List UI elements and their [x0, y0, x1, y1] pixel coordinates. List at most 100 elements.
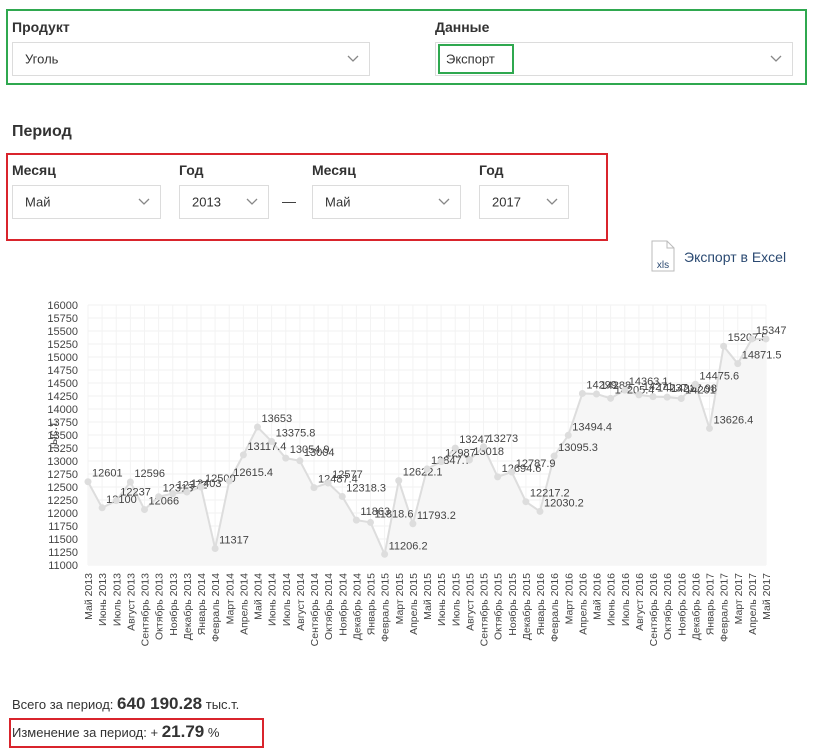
x-tick-label: Август 2014 — [295, 573, 307, 631]
from-month-value: Май — [25, 194, 51, 210]
product-select-value: Уголь — [25, 51, 59, 67]
y-tick-label: 14750 — [47, 365, 78, 377]
x-tick-label: Июль 2015 — [450, 573, 462, 626]
data-label: 14271 — [643, 381, 674, 393]
data-point — [141, 506, 148, 514]
x-tick-label: Июль 2013 — [111, 573, 123, 626]
change-value: 21.79 — [161, 722, 205, 741]
to-year-value: 2017 — [492, 194, 521, 210]
data-point — [324, 479, 332, 487]
data-point — [465, 456, 473, 464]
change-prefix: Изменение за период: + — [12, 725, 159, 740]
x-tick-label: Август 2016 — [634, 573, 646, 631]
total-summary: Всего за период: 640 190.28 тыс.т. — [12, 694, 239, 714]
y-tick-label: 13250 — [47, 443, 78, 455]
data-point — [98, 504, 106, 512]
data-label: 14475.6 — [699, 370, 739, 382]
data-label: 15347 — [756, 325, 787, 337]
to-month-value: Май — [325, 194, 351, 210]
y-tick-label: 15500 — [47, 326, 78, 338]
x-tick-label: Сентябрь 2016 — [648, 573, 660, 646]
export-excel-link[interactable]: xls Экспорт в Excel — [650, 240, 800, 276]
data-point — [169, 490, 177, 498]
data-label: 12066 — [149, 496, 180, 508]
data-label: 12596 — [134, 468, 165, 480]
x-tick-label: Апрель 2014 — [238, 573, 250, 635]
export-excel-label: Экспорт в Excel — [684, 249, 787, 265]
data-point — [381, 550, 389, 558]
x-tick-label: Май 2014 — [253, 573, 265, 620]
product-data-filter-frame — [6, 9, 807, 85]
data-label: 12577 — [332, 469, 363, 481]
data-label: 14363.1 — [629, 376, 669, 388]
x-tick-label: Февраль 2017 — [719, 573, 731, 642]
from-month-select[interactable]: Май — [12, 185, 161, 219]
change-unit: % — [207, 725, 220, 740]
data-label: 12217.2 — [530, 488, 570, 500]
x-tick-label: Март 2015 — [394, 573, 406, 625]
data-point — [296, 457, 304, 465]
x-tick-label: Апрель 2016 — [577, 573, 589, 635]
x-tick-label: Ноябрь 2016 — [676, 573, 688, 636]
y-tick-label: 12000 — [47, 508, 78, 520]
x-tick-label: Декабрь 2016 — [690, 573, 702, 640]
from-year-label: Год — [179, 162, 204, 178]
y-tick-label: 15250 — [47, 339, 78, 351]
x-tick-label: Февраль 2014 — [210, 573, 222, 642]
data-point — [352, 516, 360, 524]
data-point — [282, 454, 290, 462]
x-tick-label: Январь 2017 — [705, 573, 717, 635]
total-value: 640 190.28 — [117, 694, 203, 713]
data-label: 11793.2 — [417, 510, 456, 522]
data-point — [254, 423, 261, 431]
from-year-select[interactable]: 2013 — [179, 185, 269, 219]
total-unit: тыс.т. — [205, 697, 240, 712]
export-volume-chart: 1100011250115001175012000122501250012750… — [46, 300, 787, 646]
xls-file-icon: xls — [651, 240, 675, 272]
x-tick-label: Июнь 2016 — [606, 573, 618, 626]
y-tick-label: 12250 — [47, 495, 78, 507]
data-label: 13004 — [304, 447, 335, 459]
x-tick-label: Октябрь 2013 — [154, 573, 166, 640]
data-label: 13375.8 — [276, 427, 316, 439]
data-point — [578, 389, 586, 397]
data-point — [677, 395, 685, 403]
to-year-label: Год — [479, 162, 504, 178]
y-tick-label: 11750 — [48, 521, 78, 533]
data-point — [748, 335, 756, 343]
y-tick-label: 11000 — [48, 560, 78, 572]
data-point — [84, 478, 92, 486]
data-point — [437, 458, 445, 466]
product-select[interactable]: Уголь — [12, 42, 370, 76]
x-tick-label: Ноябрь 2013 — [168, 573, 180, 636]
data-label: 13626.4 — [714, 414, 754, 426]
data-point — [423, 465, 431, 473]
data-point — [183, 488, 191, 496]
change-frame — [9, 718, 264, 748]
x-tick-label: Апрель 2015 — [408, 573, 420, 635]
chevron-down-icon — [770, 55, 782, 62]
data-point — [112, 497, 120, 505]
to-year-select[interactable]: 2017 — [479, 185, 569, 219]
to-month-select[interactable]: Май — [312, 185, 461, 219]
period-dash: — — [282, 193, 296, 209]
x-tick-label: Май 2017 — [761, 573, 773, 620]
x-tick-label: Август 2015 — [464, 573, 476, 631]
data-select[interactable]: Экспорт — [435, 42, 793, 76]
y-tick-label: 15000 — [47, 352, 78, 364]
x-tick-label: Февраль 2015 — [380, 573, 392, 642]
x-tick-label: Октябрь 2014 — [323, 573, 335, 640]
x-tick-label: Март 2014 — [224, 573, 236, 625]
data-label: 12237 — [120, 487, 151, 499]
x-tick-label: Март 2016 — [563, 573, 575, 625]
data-point — [155, 493, 163, 501]
data-point — [310, 484, 318, 492]
period-frame — [6, 153, 608, 241]
y-tick-label: 14500 — [47, 378, 78, 390]
data-point — [508, 468, 516, 476]
data-label: 12601 — [92, 468, 123, 480]
data-label: 11206.2 — [389, 540, 428, 552]
x-tick-label: Июль 2016 — [620, 573, 632, 626]
change-summary: Изменение за период: + 21.79 % — [12, 722, 219, 742]
y-tick-label: 13750 — [47, 417, 78, 429]
